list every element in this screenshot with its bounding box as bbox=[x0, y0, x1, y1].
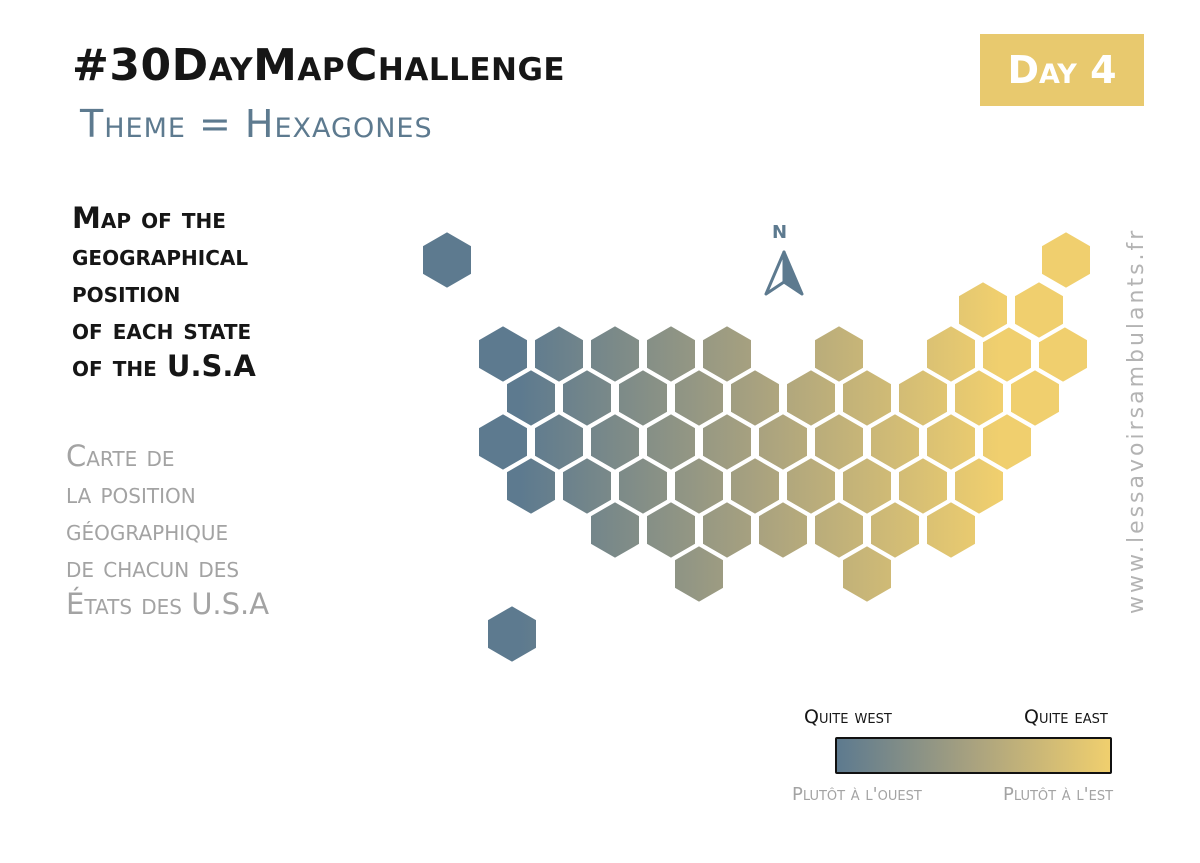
theme-subtitle: Theme = Hexagones bbox=[80, 102, 433, 146]
north-arrow-icon bbox=[764, 250, 804, 296]
website-url: www.lessavoirsambulants.fr bbox=[1124, 227, 1149, 614]
description-line: Carte de bbox=[66, 439, 175, 473]
description-line: États des U.S.A bbox=[66, 587, 270, 621]
description-line: position bbox=[72, 275, 181, 309]
legend-east-label-fr: Plutôt à l'est bbox=[1003, 784, 1114, 805]
page-title: #30DayMapChallenge bbox=[72, 40, 566, 91]
state-hexagon bbox=[419, 228, 475, 292]
north-compass: N bbox=[752, 222, 812, 302]
state-hexagon bbox=[1011, 278, 1067, 342]
legend-west-label-fr: Plutôt à l'ouest bbox=[792, 784, 922, 805]
state-hexagon bbox=[671, 542, 727, 606]
description-line: geographical bbox=[72, 238, 249, 272]
description-line: la position bbox=[66, 476, 196, 510]
state-hexagon bbox=[955, 278, 1011, 342]
state-hexagon bbox=[755, 498, 811, 562]
state-hexagon bbox=[484, 602, 540, 666]
description-french: Carte de la position géographique de cha… bbox=[66, 438, 269, 623]
legend-gradient-bar bbox=[835, 737, 1112, 774]
description-line: of the U.S.A bbox=[72, 349, 256, 383]
state-hexagon bbox=[1038, 228, 1094, 292]
description-line: de chacun des bbox=[66, 550, 240, 584]
description-line: géographique bbox=[66, 513, 229, 547]
north-label: N bbox=[772, 222, 788, 243]
state-hexagon bbox=[923, 498, 979, 562]
state-hexagon bbox=[587, 498, 643, 562]
description-line: Map of the bbox=[72, 201, 226, 235]
state-hexagon bbox=[503, 454, 559, 518]
legend-west-label: Quite west bbox=[804, 706, 892, 728]
state-hexagon bbox=[839, 542, 895, 606]
day-badge: Day 4 bbox=[980, 34, 1144, 106]
description-line: of each state bbox=[72, 312, 252, 346]
description-english: Map of the geographical position of each… bbox=[72, 200, 256, 385]
legend-east-label: Quite east bbox=[1024, 706, 1108, 728]
